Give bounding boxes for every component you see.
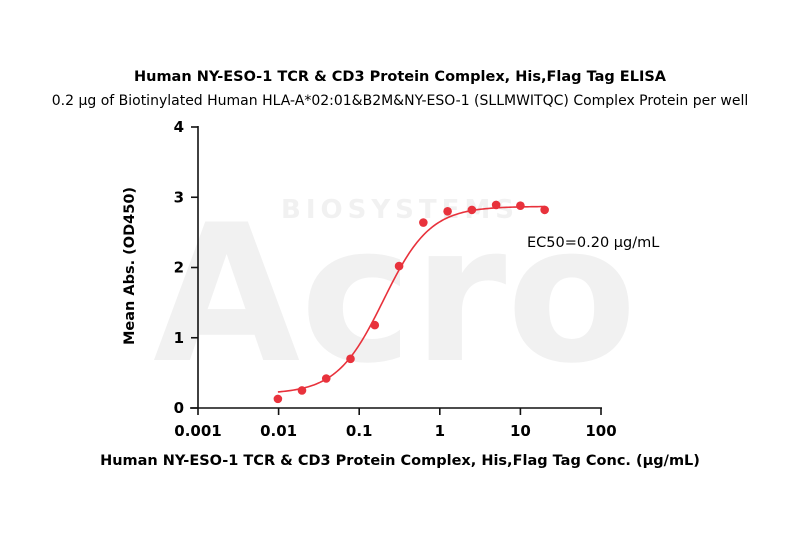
x-tick-label: 0.01 xyxy=(260,422,297,440)
data-point xyxy=(297,386,307,395)
data-points xyxy=(273,200,549,404)
x-tick-label: 100 xyxy=(585,422,616,440)
data-point xyxy=(419,218,428,227)
watermark: Acro BIOSYSTEMS xyxy=(153,184,637,405)
data-point xyxy=(443,207,452,216)
data-point xyxy=(370,320,380,330)
chart-title: Human NY-ESO-1 TCR & CD3 Protein Complex… xyxy=(134,69,667,85)
y-axis-label: Mean Abs. (OD450) xyxy=(122,187,138,345)
data-point xyxy=(540,205,549,215)
data-point xyxy=(516,201,525,210)
watermark-logo-text: Acro xyxy=(153,184,637,405)
watermark-sub-text: BIOSYSTEMS xyxy=(281,195,519,225)
data-point xyxy=(467,205,477,215)
data-point xyxy=(491,200,501,210)
y-ticks: 0 1 2 3 4 xyxy=(174,118,198,417)
chart-subtitle: 0.2 µg of Biotinylated Human HLA-A*02:01… xyxy=(52,93,749,109)
x-tick-label: 10 xyxy=(510,422,531,440)
y-tick-label: 3 xyxy=(174,188,184,206)
y-tick-label: 1 xyxy=(174,329,184,347)
y-tick-label: 0 xyxy=(174,399,184,417)
x-ticks: 0.001 0.01 0.1 1 10 100 xyxy=(174,408,617,440)
x-tick-label: 0.1 xyxy=(346,422,373,440)
x-axis-label: Human NY-ESO-1 TCR & CD3 Protein Complex… xyxy=(100,453,700,469)
y-tick-label: 2 xyxy=(174,259,184,277)
data-point xyxy=(346,354,355,364)
x-tick-label: 1 xyxy=(435,422,445,440)
ec50-annotation: EC50=0.20 µg/mL xyxy=(527,235,659,251)
data-point xyxy=(321,374,331,383)
data-point xyxy=(394,261,404,271)
x-tick-label: 0.001 xyxy=(174,422,221,440)
fit-curve xyxy=(277,205,545,393)
y-tick-label: 4 xyxy=(174,118,184,136)
data-point xyxy=(273,394,283,404)
